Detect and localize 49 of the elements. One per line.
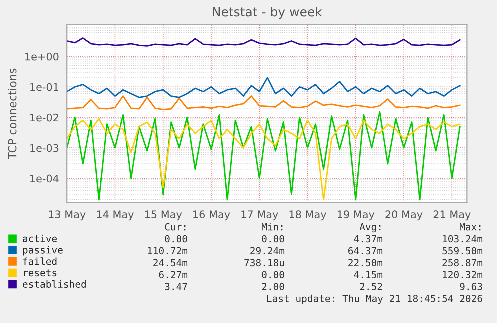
text: 29.24m — [250, 247, 285, 255]
text: Last update: Thu May 21 18:45:54 2026 — [267, 294, 482, 304]
line-series — [67, 77, 461, 98]
legend-label: established — [23, 280, 86, 288]
y-tick-label: 1e-03 — [30, 144, 59, 152]
y-tick-label: 1e-02 — [30, 114, 58, 122]
chart-title: Netstat - by week — [213, 7, 322, 20]
text: 738.18u — [244, 259, 284, 267]
text: 120.32m — [443, 271, 483, 279]
text: Min: — [262, 223, 283, 231]
x-tick-label: 16 May — [194, 210, 230, 221]
text: 3.47 — [165, 283, 188, 290]
x-tick-label: 21 May — [434, 210, 471, 221]
text: 0.00 — [165, 235, 188, 243]
text: Max: — [460, 224, 481, 231]
text: 9.63 — [460, 283, 482, 290]
y-axis-title: TCP connections — [8, 68, 17, 160]
y-tick-label: 1e-01 — [30, 83, 58, 92]
text: 24.54m — [154, 259, 188, 267]
x-tick-label: 17 May — [242, 210, 278, 221]
text: 64.37m — [348, 247, 383, 255]
text: 4.37m — [354, 235, 383, 243]
x-tick-label: 18 May — [290, 210, 326, 221]
text: 110.72m — [148, 247, 188, 255]
text: 258.87m — [442, 259, 483, 267]
legend-label: resets — [24, 270, 57, 277]
text: Cur: — [165, 223, 186, 231]
text: 2.00 — [262, 283, 284, 290]
x-tick-label: 13 May — [49, 210, 86, 221]
text: 0.00 — [262, 235, 284, 243]
text: Avg: — [360, 223, 381, 233]
text: 4.15m — [354, 271, 383, 279]
legend-label: passive — [23, 246, 63, 256]
x-tick-label: 19 May — [338, 210, 375, 221]
text: 2.52 — [360, 283, 382, 290]
legend-label: failed — [23, 258, 57, 266]
y-tick-label: 1e-04 — [30, 174, 59, 183]
text: 559.50m — [442, 247, 483, 255]
text: 0.00 — [262, 271, 284, 279]
x-tick-label: 15 May — [145, 210, 182, 221]
line-series — [67, 96, 461, 111]
x-tick-label: 20 May — [386, 210, 423, 221]
text: 103.24m — [443, 235, 483, 243]
text: 6.27m — [159, 271, 188, 279]
y-tick-label: 1e+00 — [26, 52, 59, 61]
legend-label: active — [23, 234, 58, 242]
text: 22.50m — [348, 259, 383, 267]
line-series — [67, 38, 461, 47]
x-tick-label: 14 May — [97, 210, 134, 221]
